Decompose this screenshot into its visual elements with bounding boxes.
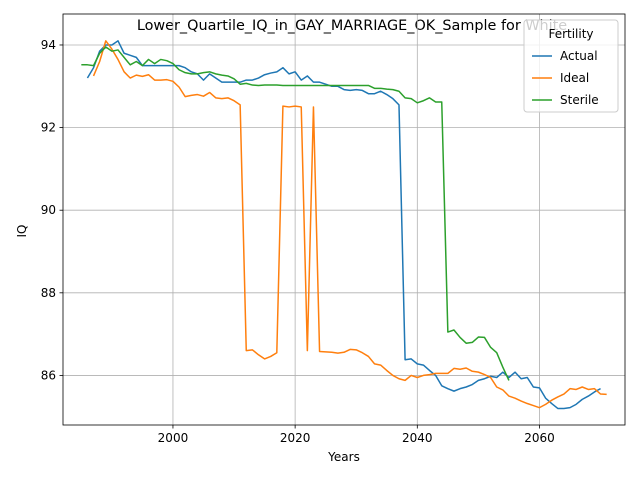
series-line-sterile — [81, 46, 510, 381]
y-tick-label: 86 — [41, 368, 56, 382]
legend-label-ideal: Ideal — [560, 71, 589, 85]
legend-title: Fertility — [548, 27, 593, 41]
y-tick-label: 94 — [41, 38, 56, 52]
chart-title: Lower_Quartile_IQ_in_GAY_MARRIAGE_OK_Sam… — [137, 18, 567, 34]
legend-label-sterile: Sterile — [560, 93, 599, 107]
legend-label-actual: Actual — [560, 49, 598, 63]
x-tick-label: 2000 — [158, 431, 189, 445]
y-tick-label: 92 — [41, 121, 56, 135]
series-line-actual — [86, 40, 601, 410]
x-tick-label: 2040 — [402, 431, 433, 445]
y-tick-label: 88 — [41, 286, 56, 300]
x-tick-label: 2060 — [524, 431, 555, 445]
legend-box — [523, 19, 619, 113]
legend: Fertility Actual Ideal Sterile — [523, 19, 619, 113]
plot-frame — [62, 13, 626, 426]
y-axis: 86 88 90 92 94 — [41, 38, 63, 382]
series-layer — [81, 40, 607, 410]
x-axis-title: Years — [327, 450, 360, 464]
y-axis-title: IQ — [15, 225, 29, 238]
series-line-ideal — [92, 40, 607, 409]
x-tick-label: 2020 — [280, 431, 311, 445]
x-axis: 2000 2020 2040 2060 — [158, 425, 555, 445]
y-tick-label: 90 — [41, 203, 56, 217]
